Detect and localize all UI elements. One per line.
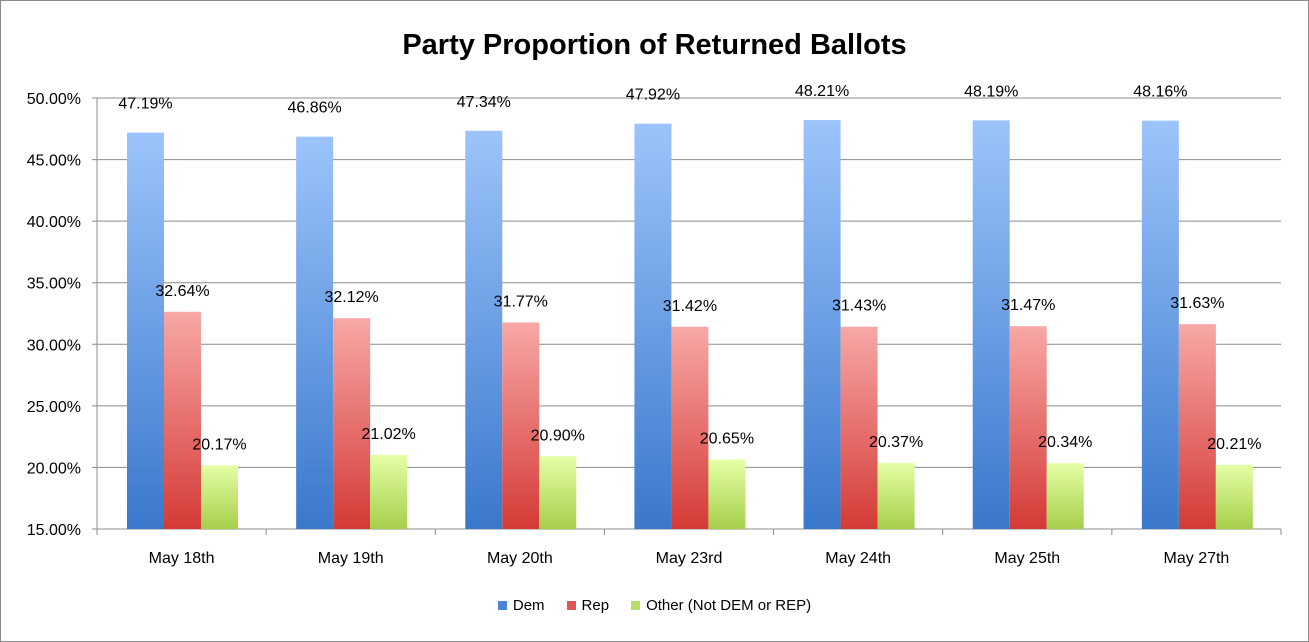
bar-dem	[634, 123, 672, 530]
bar-dem	[465, 130, 503, 530]
bar-other	[708, 459, 746, 529]
data-label: 46.86%	[288, 100, 342, 117]
data-label: 47.19%	[118, 96, 172, 113]
legend-label: Dem	[512, 597, 545, 614]
bar-dem	[296, 136, 334, 529]
data-label: 20.34%	[1038, 434, 1092, 451]
x-tick-label: May 19th	[318, 550, 384, 567]
y-tick-label: 25.00%	[27, 399, 81, 416]
y-tick-label: 35.00%	[27, 276, 81, 293]
bar-other	[539, 456, 577, 529]
legend-item: Rep	[566, 597, 610, 614]
data-label: 21.02%	[362, 426, 416, 443]
legend-item: Dem	[497, 597, 545, 614]
bar-rep	[1009, 326, 1047, 529]
data-label: 31.63%	[1170, 295, 1224, 312]
bar-rep	[333, 318, 371, 529]
bar-rep	[840, 326, 878, 529]
legend: Dem Rep Other (Not DEM or REP)	[1, 597, 1308, 614]
bar-dem	[803, 120, 841, 529]
bar-other	[201, 465, 238, 529]
data-label: 48.21%	[795, 83, 849, 100]
bar-rep	[164, 311, 201, 529]
data-label: 47.92%	[626, 87, 680, 104]
bar-rep	[502, 322, 540, 529]
y-tick-label: 50.00%	[27, 91, 81, 108]
y-tick-label: 15.00%	[27, 522, 81, 539]
data-label: 47.34%	[457, 94, 511, 111]
bar-other	[1215, 464, 1253, 529]
y-tick-label: 30.00%	[27, 337, 81, 354]
data-label: 20.21%	[1207, 436, 1261, 453]
y-tick-label: 45.00%	[27, 153, 81, 170]
legend-swatch	[631, 601, 641, 610]
data-label: 20.37%	[869, 434, 923, 451]
bar-other	[877, 462, 915, 529]
x-tick-label: May 27th	[1164, 550, 1230, 567]
x-tick-label: May 25th	[994, 550, 1060, 567]
data-label: 20.90%	[531, 427, 585, 444]
data-label: 20.17%	[192, 436, 246, 453]
x-tick-label: May 24th	[825, 550, 891, 567]
data-label: 32.12%	[325, 289, 379, 306]
x-tick-label: May 18th	[149, 550, 215, 567]
bar-dem	[127, 132, 164, 529]
bar-dem	[972, 120, 1010, 530]
legend-swatch	[566, 601, 576, 610]
data-label: 31.47%	[1001, 297, 1055, 314]
y-tick-label: 20.00%	[27, 460, 81, 477]
data-label: 31.77%	[494, 293, 548, 310]
x-tick-label: May 23rd	[656, 550, 723, 567]
legend-item: Other (Not DEM or REP)	[631, 597, 811, 614]
data-label: 48.16%	[1133, 84, 1187, 101]
bar-dem	[1141, 120, 1179, 529]
bar-rep	[671, 326, 709, 529]
legend-swatch	[497, 601, 507, 610]
bar-other	[1046, 463, 1084, 529]
data-label: 48.19%	[964, 83, 1018, 100]
data-label: 31.42%	[663, 298, 717, 315]
bar-other	[370, 454, 408, 529]
y-tick-label: 40.00%	[27, 214, 81, 231]
legend-label: Other (Not DEM or REP)	[646, 597, 812, 614]
data-label: 32.64%	[155, 283, 209, 300]
data-label: 31.43%	[832, 298, 886, 315]
legend-label: Rep	[581, 597, 610, 614]
chart-title: Party Proportion of Returned Ballots	[402, 29, 907, 61]
x-tick-label: May 20th	[487, 550, 553, 567]
bar-rep	[1178, 324, 1216, 529]
data-label: 20.65%	[700, 430, 754, 447]
